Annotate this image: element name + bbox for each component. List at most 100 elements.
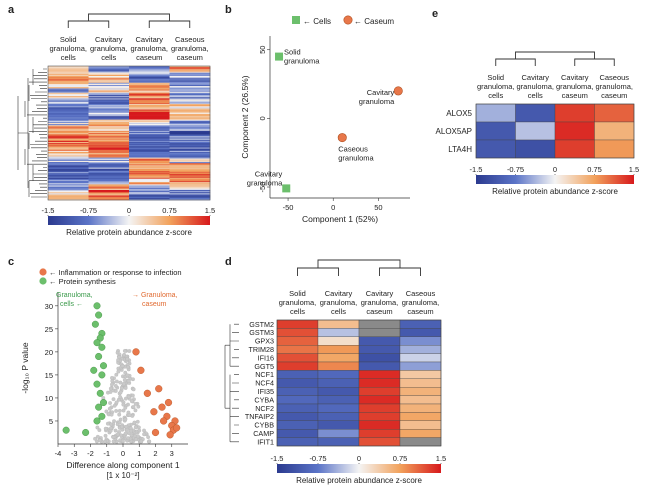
b-point-label: Caseous — [338, 145, 368, 154]
d-heatmap-cell — [358, 361, 401, 371]
a-heatmap-cell — [88, 160, 130, 163]
a-heatmap-cell — [48, 195, 89, 197]
c-point-other — [108, 401, 112, 405]
d-row-label: CAMP — [253, 429, 274, 438]
d-heatmap-cell — [399, 395, 442, 405]
d-column-dendrogram — [297, 259, 421, 276]
a-heatmap-cell — [48, 90, 89, 92]
c-x-tick-label: -2 — [87, 449, 94, 458]
a-heatmap-cell — [169, 178, 211, 181]
a-heatmap-cell — [129, 173, 170, 175]
d-heatmap-cell — [358, 378, 401, 388]
a-heatmap-cell — [48, 84, 89, 87]
c-y-axis-label: -log₁₀ P value — [20, 342, 30, 393]
c-point-other — [103, 426, 108, 431]
c-point-protein-synthesis — [95, 352, 103, 360]
a-heatmap-cell — [48, 95, 89, 97]
b-legend-label: ← Caseum — [354, 17, 394, 26]
a-heatmap-cell — [129, 135, 170, 137]
a-heatmap-cell — [129, 182, 170, 184]
a-heatmap-cell — [88, 189, 130, 192]
c-x-tick-label: 0 — [121, 449, 125, 458]
d-heatmap-cell — [276, 345, 319, 354]
a-heatmap-cell — [48, 71, 89, 73]
c-x-axis-label: Difference along component 1 — [66, 460, 180, 470]
a-heatmap-cell — [129, 188, 170, 191]
a-heatmap-cell — [48, 144, 89, 146]
e-colorbar-label: Relative protein abundance z-score — [492, 187, 618, 196]
a-heatmap-cell — [48, 111, 89, 114]
c-point-other — [114, 409, 119, 413]
a-heatmap-cell — [88, 114, 130, 116]
d-heatmap-cell — [358, 353, 401, 363]
a-heatmap-cell — [129, 115, 170, 117]
a-heatmap-cell — [169, 183, 211, 185]
a-heatmap-cell — [169, 93, 211, 96]
d-heatmap-cell — [276, 420, 319, 430]
a-heatmap-cell — [129, 111, 170, 114]
a-heatmap-cell — [48, 146, 89, 148]
a-heatmap-cell — [169, 163, 211, 165]
a-heatmap-cell — [48, 169, 89, 172]
a-heatmap-cell — [169, 160, 211, 163]
a-heatmap-cell — [129, 138, 170, 140]
b-point-label: granuloma — [359, 97, 395, 106]
a-heatmap-cell — [88, 69, 130, 71]
a-heatmap-cell — [88, 192, 130, 194]
a-heatmap-cell — [169, 196, 211, 199]
c-point-other — [119, 424, 124, 429]
c-point-other — [135, 419, 140, 424]
d-heatmap-cell — [317, 412, 360, 421]
a-heatmap-cell — [129, 167, 170, 170]
a-heatmap-cell — [88, 111, 130, 114]
a-heatmap-cell — [169, 166, 211, 168]
a-heatmap-cell — [48, 99, 89, 101]
c-point-other — [123, 370, 128, 375]
a-heatmap-cell — [48, 83, 89, 86]
a-heatmap-cell — [88, 151, 130, 154]
a-heatmap-cell — [169, 144, 211, 146]
d-heatmap-cell — [276, 429, 319, 438]
a-heatmap-cell — [129, 78, 170, 80]
a-heatmap-cell — [169, 97, 211, 99]
a-heatmap-cell — [88, 179, 130, 182]
a-heatmap-cell — [88, 162, 130, 164]
a-heatmap-cell — [88, 153, 130, 155]
a-heatmap-cell — [169, 169, 211, 172]
a-heatmap-cell — [88, 121, 130, 124]
c-point-other — [123, 431, 128, 436]
a-heatmap-cell — [129, 198, 170, 201]
a-heatmap-cell — [88, 154, 130, 156]
c-point-other — [136, 434, 140, 439]
a-heatmap-cell — [48, 168, 89, 171]
a-heatmap-cell — [88, 77, 130, 79]
a-heatmap-cell — [48, 145, 89, 147]
a-heatmap-cell — [169, 116, 211, 118]
b-y-tick-label: 0 — [258, 116, 267, 120]
d-heatmap-cell — [276, 353, 319, 363]
a-heatmap-cell — [169, 195, 211, 197]
a-heatmap-cell — [129, 151, 170, 154]
a-heatmap-cell — [129, 187, 170, 190]
a-heatmap-cell — [88, 167, 130, 170]
a-heatmap-cell — [48, 77, 89, 79]
a-heatmap-cell — [169, 148, 211, 151]
a-heatmap-cell — [88, 68, 130, 70]
d-row-label: NCF1 — [255, 370, 274, 379]
a-heatmap-cell — [169, 157, 211, 159]
a-heatmap-cell — [129, 121, 170, 124]
a-heatmap-cell — [169, 81, 211, 84]
a-heatmap-cell — [129, 89, 170, 91]
c-point-other — [139, 439, 144, 444]
c-point-other — [108, 386, 113, 391]
a-heatmap-cell — [129, 97, 170, 99]
c-point-other — [130, 393, 135, 398]
a-heatmap-cell — [48, 164, 89, 166]
e-column-label: cells — [488, 91, 503, 100]
d-heatmap-cell — [276, 361, 319, 371]
e-heatmap-cell — [515, 121, 556, 141]
c-point-other — [121, 402, 126, 407]
c-point-other — [119, 433, 123, 438]
a-heatmap-cell — [129, 194, 170, 196]
a-heatmap-cell — [88, 74, 130, 77]
